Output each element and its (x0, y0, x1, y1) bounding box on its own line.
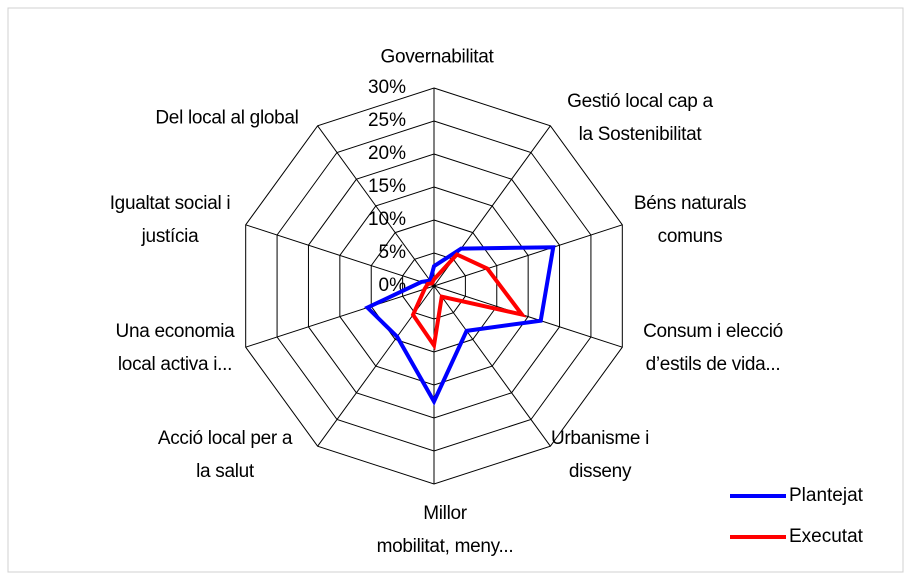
y-tick-label: 10% (368, 209, 406, 230)
y-tick-label: 25% (368, 110, 406, 131)
category-label: Gestió local cap a la Sostenibilitat (567, 91, 713, 145)
category-label: Governabilitat (380, 46, 494, 68)
axis-spoke (433, 285, 551, 447)
chart-frame (7, 7, 904, 573)
series-line (410, 252, 527, 351)
axis-spoke (245, 224, 435, 287)
legend-label: Plantejat (789, 485, 864, 506)
category-label: Del local al global (155, 107, 299, 129)
y-tick-label: 30% (368, 77, 406, 98)
y-tick-label: 15% (368, 176, 406, 197)
category-label: Consum i elecció d’estils de vida... (643, 321, 783, 375)
category-label: Una economia local activa i... (115, 321, 235, 375)
legend-label: Executat (789, 526, 864, 547)
axis-spoke (433, 285, 623, 348)
axis-spoke (317, 125, 435, 287)
category-label: Millor mobilitat, meny... (376, 503, 514, 557)
category-label: Igualtat social i justícia (109, 193, 231, 247)
axis-spoke (433, 224, 623, 287)
category-label: Acció local per a la salut (157, 428, 293, 482)
category-label: Béns naturals comuns (633, 193, 747, 247)
category-label: Urbanisme i disseny (550, 428, 650, 482)
y-tick-label: 20% (368, 143, 406, 164)
y-tick-label: 5% (379, 242, 407, 263)
series-line (364, 245, 556, 406)
axis-spoke (245, 285, 435, 348)
